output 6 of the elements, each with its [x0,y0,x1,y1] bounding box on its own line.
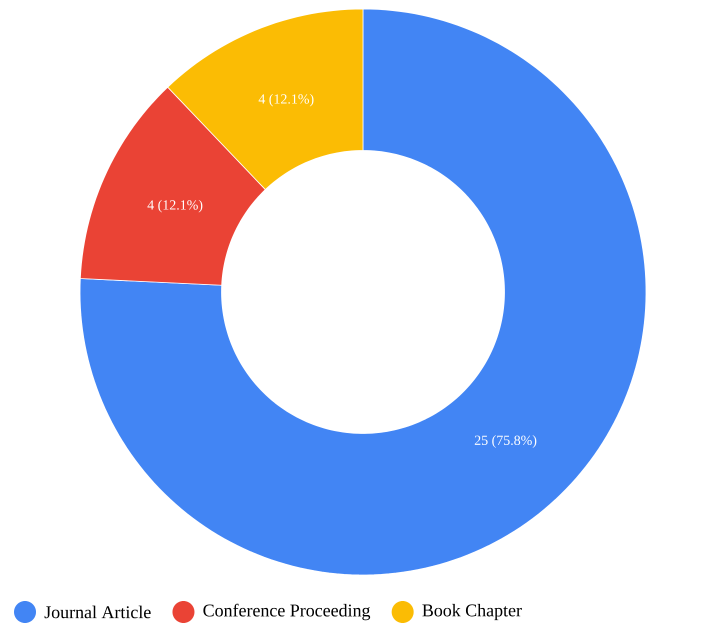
legend-label: Conference Proceeding [203,604,370,620]
data-label: 4 (12.1%) [147,200,202,212]
legend-label: Journal Article [44,606,151,618]
legend-label: Book Chapter [422,604,522,620]
data-label: 4 (12.1%) [258,94,314,107]
data-label: 25 (75.8%) [474,435,536,448]
